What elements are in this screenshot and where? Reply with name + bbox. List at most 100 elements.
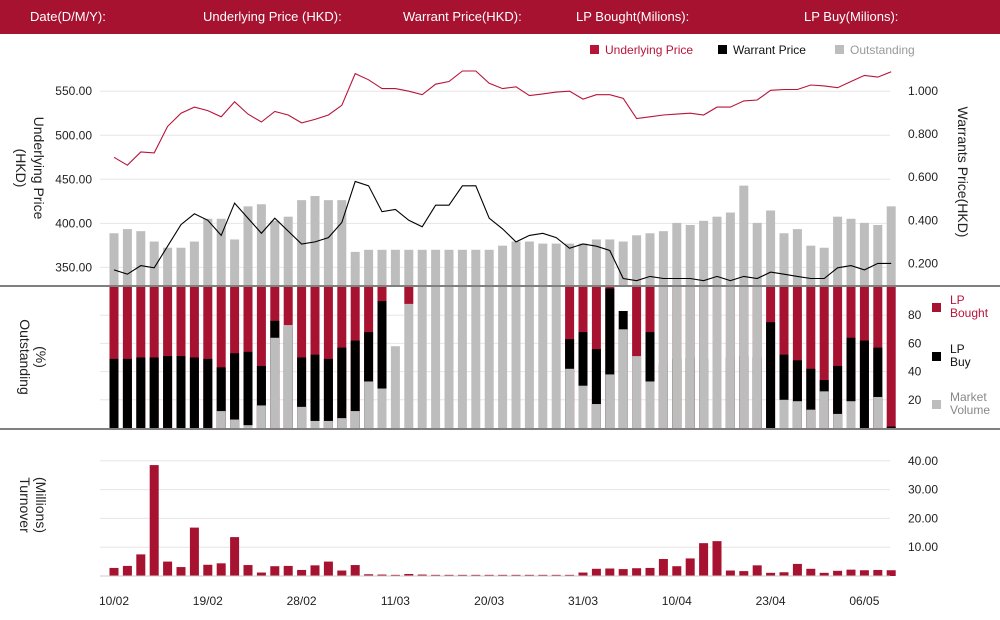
outstanding-bar [886, 206, 896, 285]
outstanding-bar [766, 210, 776, 285]
lp-buy-bar [779, 354, 789, 428]
outstanding-bar [230, 239, 240, 285]
market-volume-bar [511, 287, 521, 428]
market-volume-bar [538, 287, 548, 428]
turnover-bar [618, 569, 628, 576]
lp-buy-bar [605, 288, 615, 428]
header-bar: Date(D/M/Y): Underlying Price (HKD): War… [0, 0, 1000, 34]
turnover-bar [243, 565, 253, 576]
legend-label: Outstanding [850, 43, 915, 57]
outstanding-bar [511, 241, 521, 285]
lp-bought-bar [323, 287, 333, 428]
lp-buy-bar [163, 356, 173, 428]
legend-label: LP Bought [950, 293, 989, 320]
turnover-bar [297, 569, 307, 576]
outstanding-bar [390, 249, 400, 285]
market-volume-bar [779, 399, 789, 428]
turnover-bar [699, 543, 709, 576]
x-tick-label: 31/03 [568, 594, 598, 608]
market-volume-bar [792, 401, 802, 428]
turnover-bar [230, 537, 240, 576]
outstanding-bar [752, 222, 762, 285]
outstanding-bar [524, 241, 534, 285]
x-tick-label: 19/02 [193, 594, 223, 608]
price-right-tick-label: 0.800 [908, 127, 938, 141]
turnover-bar [524, 574, 534, 576]
lp-buy-bar [216, 367, 226, 428]
lp-buy-bar [846, 337, 856, 428]
turnover-bar [270, 566, 280, 576]
turnover-bar [404, 573, 414, 576]
turnover-bar [444, 574, 454, 576]
outstanding-bar [323, 200, 333, 285]
turnover-bar [578, 572, 588, 576]
market-volume-bar [350, 411, 360, 428]
lp-buy-bar [591, 349, 601, 428]
outstanding-bar [337, 200, 347, 285]
turnover-bar [752, 565, 762, 576]
outstanding-bar [283, 216, 293, 285]
price-right-axis-title: Warrants Price(HKD) [955, 107, 971, 238]
turnover-bar [511, 574, 521, 576]
legend-swatch [835, 45, 844, 54]
outstanding-bar [417, 249, 427, 285]
turnover-tick-label: 30.00 [908, 483, 938, 497]
market-volume-bar [725, 287, 735, 428]
turnover-bar [833, 570, 843, 576]
outstanding-bar [658, 231, 668, 285]
market-volume-bar [216, 411, 226, 428]
market-volume-bar [712, 287, 722, 428]
legend-label: Warrant Price [733, 43, 806, 57]
turnover-bar [390, 574, 400, 576]
outstanding-bar [484, 249, 494, 285]
market-volume-bar [310, 420, 320, 428]
outstanding-bar [699, 220, 709, 285]
outstanding-bar [779, 233, 789, 285]
turnover-bar [886, 570, 896, 576]
turnover-bar [779, 572, 789, 576]
market-volume-bar [873, 396, 883, 428]
turnover-bar [471, 574, 481, 576]
price-right-tick-label: 0.200 [908, 256, 938, 270]
outstanding-bar [605, 239, 615, 285]
outstanding-bar [122, 229, 132, 285]
lp-buy-bar [859, 340, 869, 428]
market-volume-bar [404, 303, 414, 428]
price-left-tick-label: 350.00 [55, 260, 92, 274]
outstanding-tick-label: 20 [908, 393, 922, 407]
market-volume-bar [471, 287, 481, 428]
turnover-bar [766, 572, 776, 576]
lp-bought-label: LP Bought(Milions): [576, 9, 690, 24]
market-volume-bar [739, 287, 749, 428]
lp-buy-bar [377, 301, 387, 428]
turnover-bar [323, 561, 333, 576]
price-right-tick-label: 1.000 [908, 84, 938, 98]
turnover-bar [149, 465, 159, 576]
turnover-bar [189, 527, 199, 576]
market-volume-bar [752, 287, 762, 428]
market-volume-bar [364, 381, 374, 428]
lp-buy-bar [203, 358, 213, 428]
outstanding-bar [404, 249, 414, 285]
turnover-bar [216, 563, 226, 576]
turnover-bar [605, 568, 615, 576]
lp-buy-bar [136, 357, 146, 428]
market-volume-bar [377, 388, 387, 428]
lp-buy-bar [350, 340, 360, 428]
legend-label: LP Buy [950, 342, 971, 369]
x-tick-label: 20/03 [474, 594, 504, 608]
outstanding-bar [739, 185, 749, 285]
outstanding-bar [618, 241, 628, 285]
outstanding-bar [792, 229, 802, 285]
outstanding-bar [645, 233, 655, 285]
outstanding-bar [591, 239, 601, 285]
warrant-chart: 550.00 500.00 450.00 400.00 350.00 1.000 0.800… [0, 43, 1000, 608]
market-volume-bar [578, 385, 588, 428]
lp-buy-bar [189, 357, 199, 428]
outstanding-bar [471, 249, 481, 285]
legend-swatch [590, 45, 599, 54]
market-volume-bar [846, 401, 856, 428]
lp-buy-bar [243, 351, 253, 428]
lp-buy-bar [337, 347, 347, 428]
x-tick-label: 28/02 [287, 594, 317, 608]
